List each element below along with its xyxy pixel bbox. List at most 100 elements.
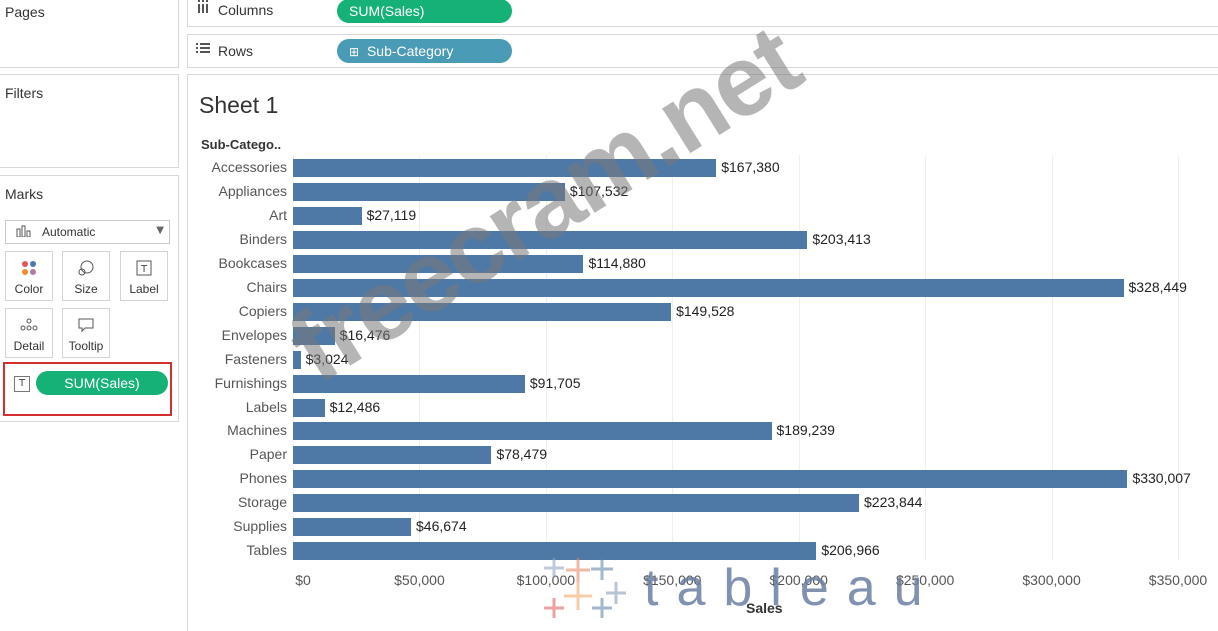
bar-value-label: $12,486 bbox=[329, 398, 381, 415]
expand-plus-icon[interactable]: ⊞ bbox=[349, 45, 360, 59]
bar-value-label: $328,449 bbox=[1128, 278, 1187, 295]
bar-value-label: $78,479 bbox=[496, 446, 548, 463]
category-label[interactable]: Copiers bbox=[238, 302, 287, 319]
sum-sales-label-pill[interactable]: SUM(Sales) bbox=[36, 371, 168, 395]
category-label[interactable]: Fasteners bbox=[224, 350, 287, 367]
mark-type-value: Automatic bbox=[42, 225, 96, 239]
x-tick-label: $350,000 bbox=[1148, 572, 1208, 588]
label-field-row: T SUM(Sales) bbox=[3, 362, 172, 416]
category-label[interactable]: Tables bbox=[246, 542, 287, 559]
bar-chart-icon bbox=[16, 225, 36, 240]
gridline bbox=[1051, 155, 1053, 560]
sub-category-rows-pill[interactable]: ⊞ Sub-Category bbox=[337, 39, 512, 63]
tooltip-speech-icon bbox=[76, 317, 96, 333]
columns-shelf-label: Columns bbox=[187, 0, 335, 27]
sum-sales-columns-pill[interactable]: SUM(Sales) bbox=[337, 0, 512, 23]
bar[interactable] bbox=[293, 350, 301, 369]
columns-label: Columns bbox=[218, 2, 274, 18]
tableau-logo-text: tableau bbox=[644, 559, 941, 617]
bar[interactable] bbox=[293, 230, 808, 249]
bar-value-label: $3,024 bbox=[305, 350, 349, 367]
bar-value-label: $330,007 bbox=[1132, 470, 1191, 487]
bar[interactable] bbox=[293, 302, 672, 321]
filters-title: Filters bbox=[5, 85, 44, 101]
tableau-logo bbox=[544, 558, 626, 618]
gridline bbox=[1178, 155, 1179, 560]
tooltip-card-label: Tooltip bbox=[68, 339, 104, 353]
bar-value-label: $27,119 bbox=[366, 206, 417, 223]
category-label[interactable]: Storage bbox=[237, 494, 287, 511]
rows-label: Rows bbox=[218, 43, 254, 59]
bar-value-label: $206,966 bbox=[821, 542, 880, 559]
label-card-label: Label bbox=[129, 282, 159, 296]
size-card-label: Size bbox=[74, 282, 98, 296]
bar[interactable] bbox=[293, 446, 492, 465]
filters-shelf[interactable]: Filters bbox=[0, 74, 179, 168]
bar[interactable] bbox=[293, 326, 335, 345]
bar[interactable] bbox=[293, 206, 362, 225]
category-label[interactable]: Bookcases bbox=[218, 254, 287, 271]
x-tick-label: $100,000 bbox=[516, 572, 576, 588]
columns-shelf[interactable]: SUM(Sales) bbox=[333, 0, 1218, 27]
bar[interactable] bbox=[293, 518, 412, 537]
bar[interactable] bbox=[293, 254, 584, 273]
bar-value-label: $16,476 bbox=[339, 326, 391, 343]
category-label[interactable]: Accessories bbox=[211, 159, 287, 175]
category-label[interactable]: Labels bbox=[245, 398, 287, 415]
category-header[interactable]: Sub-Catego.. bbox=[201, 137, 282, 152]
category-label[interactable]: Appliances bbox=[218, 182, 288, 199]
category-label[interactable]: Phones bbox=[239, 470, 287, 487]
bar[interactable] bbox=[293, 159, 717, 177]
color-card[interactable]: Color bbox=[5, 251, 53, 301]
x-tick-label: $50,000 bbox=[394, 572, 445, 588]
rows-shelf[interactable]: ⊞ Sub-Category bbox=[333, 34, 1218, 68]
bar-value-label: $223,844 bbox=[864, 494, 923, 511]
gridline bbox=[925, 155, 927, 560]
x-tick-label: $300,000 bbox=[1022, 572, 1081, 588]
bar-value-label: $189,239 bbox=[776, 422, 835, 439]
size-card[interactable]: Size bbox=[62, 251, 110, 301]
color-dots-icon bbox=[19, 260, 39, 276]
category-label[interactable]: Chairs bbox=[246, 278, 287, 295]
bar[interactable] bbox=[293, 374, 525, 393]
x-tick-label: $250,000 bbox=[895, 572, 955, 588]
category-label[interactable]: Envelopes bbox=[221, 326, 287, 343]
detail-dots-icon bbox=[19, 317, 39, 333]
color-card-label: Color bbox=[14, 282, 44, 296]
bar[interactable] bbox=[293, 470, 1128, 489]
category-label[interactable]: Paper bbox=[249, 446, 287, 463]
bar-value-label: $114,880 bbox=[588, 254, 646, 271]
category-label[interactable]: Binders bbox=[239, 230, 287, 247]
label-t-icon: T bbox=[14, 376, 30, 392]
detail-card[interactable]: Detail bbox=[5, 308, 53, 358]
pages-shelf[interactable]: Pages bbox=[0, 0, 179, 68]
gridline bbox=[672, 155, 674, 560]
mark-type-dropdown[interactable]: Automatic ▼ bbox=[5, 220, 170, 244]
marks-card: Marks Automatic ▼ Color Size T Label Det… bbox=[0, 175, 179, 422]
category-label[interactable]: Furnishings bbox=[214, 374, 287, 391]
sheet-title[interactable]: Sheet 1 bbox=[199, 92, 279, 118]
bar[interactable] bbox=[293, 182, 565, 201]
columns-icon bbox=[196, 0, 210, 18]
category-label[interactable]: Machines bbox=[227, 422, 287, 439]
gridline bbox=[419, 155, 421, 560]
bar[interactable] bbox=[293, 422, 772, 441]
bar-value-label: $46,674 bbox=[416, 518, 467, 535]
bar[interactable] bbox=[293, 542, 817, 561]
gridline bbox=[545, 155, 547, 560]
category-label[interactable]: Art bbox=[269, 206, 287, 223]
bar[interactable] bbox=[293, 494, 859, 513]
bar-value-label: $91,705 bbox=[529, 374, 581, 391]
chevron-down-icon[interactable]: ▼ bbox=[156, 225, 164, 236]
marks-title: Marks bbox=[5, 186, 43, 202]
rows-shelf-label: Rows bbox=[187, 34, 335, 68]
label-card[interactable]: T Label bbox=[120, 251, 168, 301]
bar-value-label: $149,528 bbox=[676, 302, 735, 319]
x-tick-label: $200,000 bbox=[769, 572, 828, 588]
bar[interactable] bbox=[293, 278, 1124, 297]
tooltip-card[interactable]: Tooltip bbox=[62, 308, 110, 358]
x-tick-label: $150,000 bbox=[643, 572, 702, 588]
bar[interactable] bbox=[293, 398, 325, 417]
category-label[interactable]: Supplies bbox=[233, 518, 287, 535]
rows-pill-text: Sub-Category bbox=[366, 43, 454, 59]
